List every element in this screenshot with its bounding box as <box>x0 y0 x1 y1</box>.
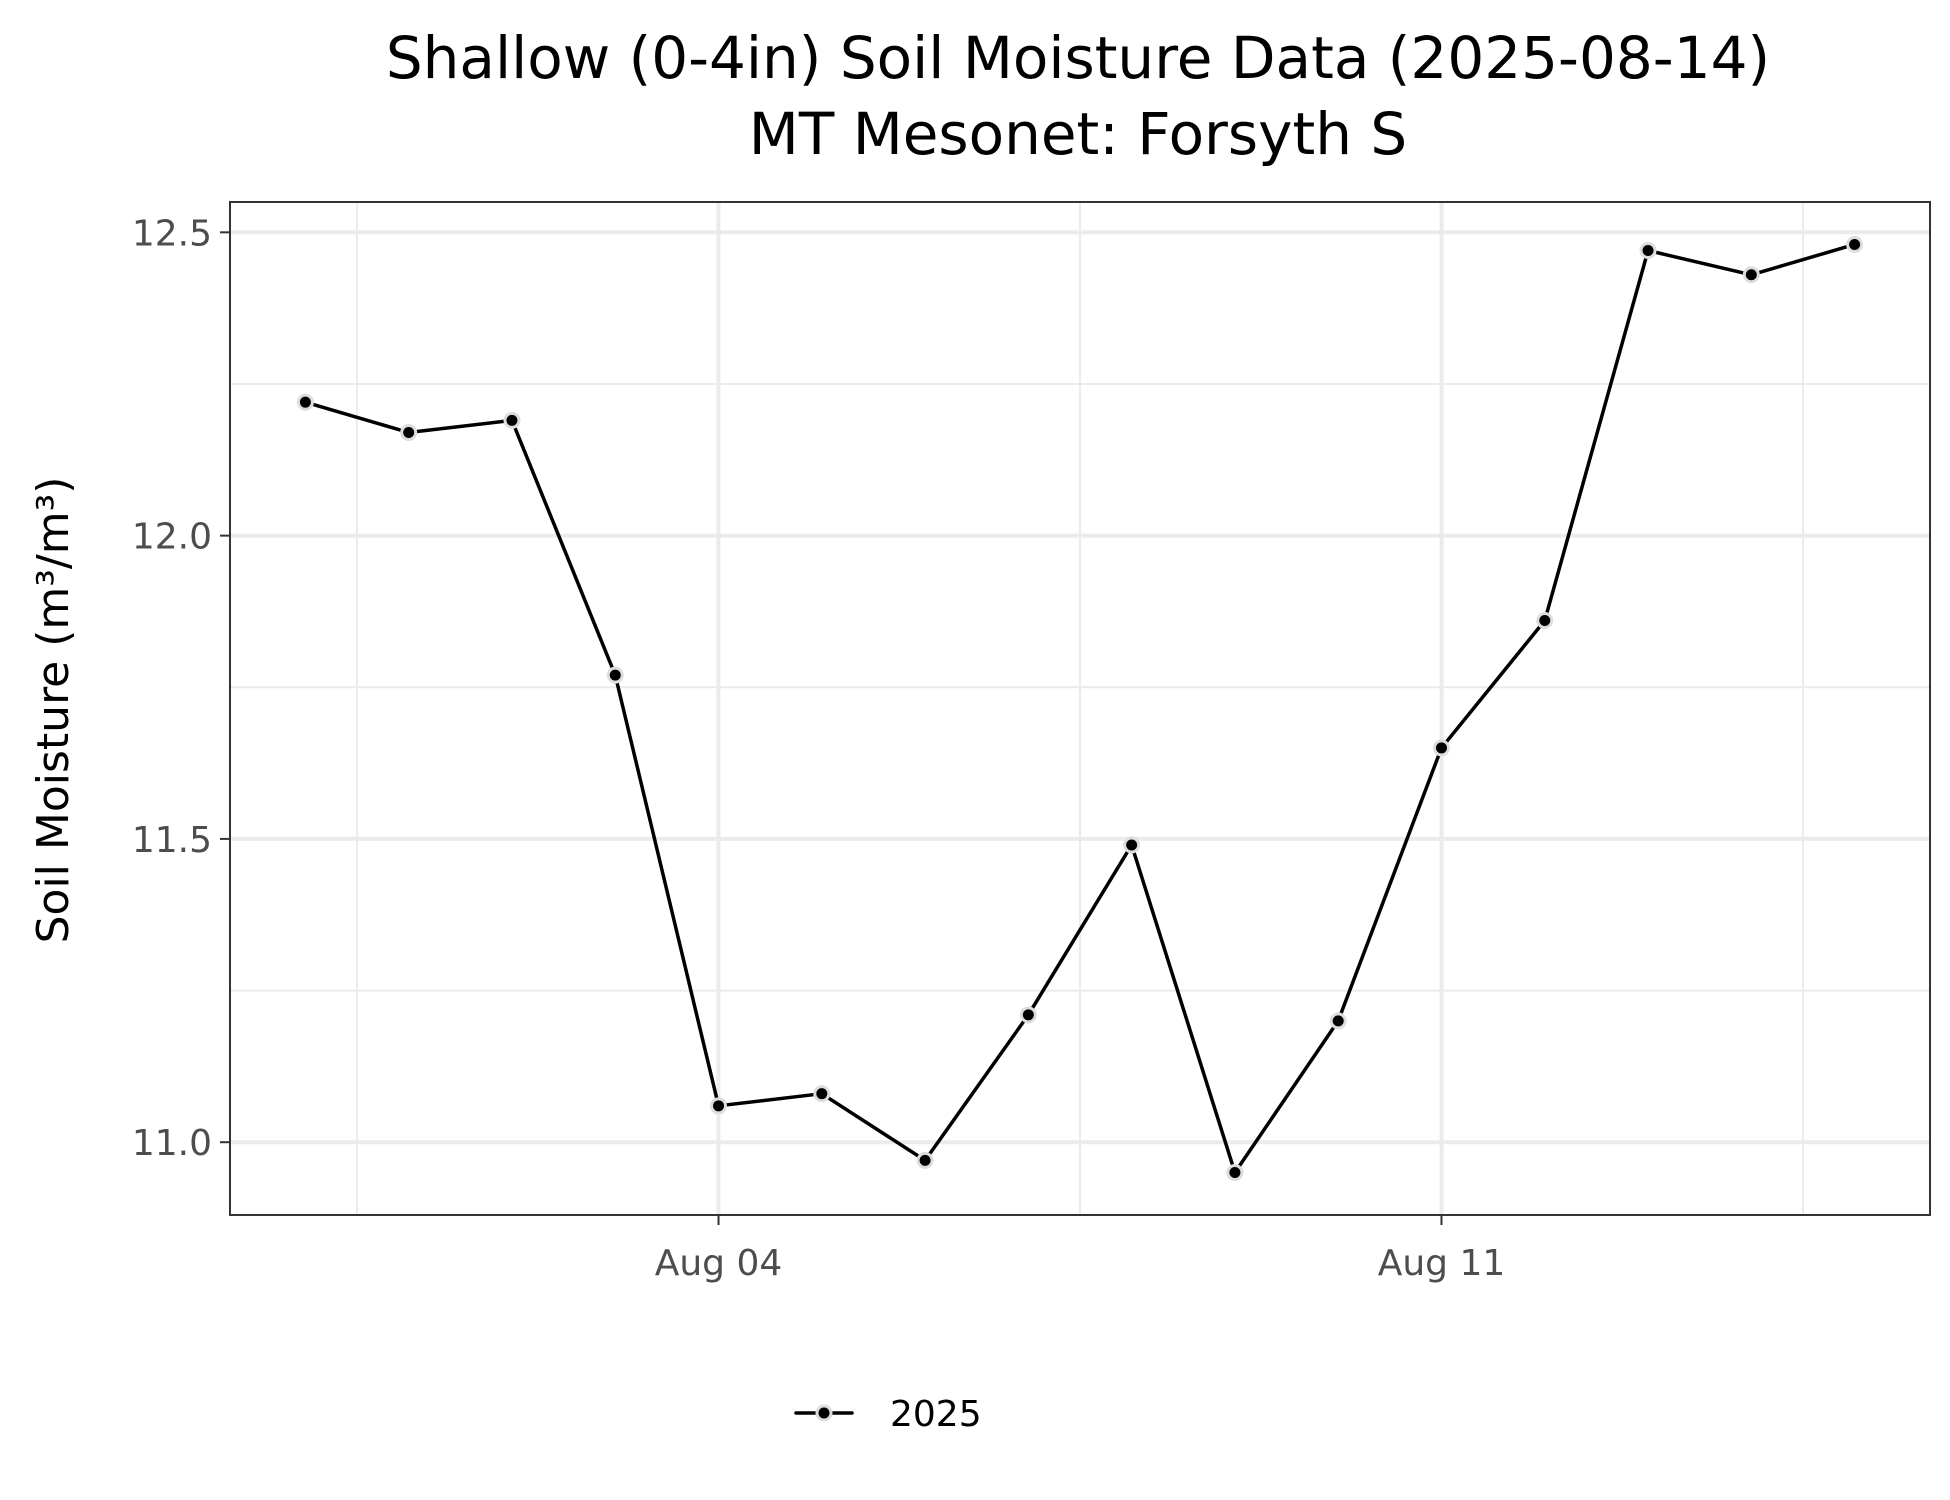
data-point <box>503 411 521 429</box>
data-point <box>710 1097 728 1115</box>
data-point <box>1329 1012 1347 1030</box>
data-point <box>1639 242 1657 260</box>
data-point <box>1846 235 1864 253</box>
data-point <box>1226 1164 1244 1182</box>
data-point <box>1742 266 1760 284</box>
y-tick-label: 11.0 <box>132 1123 212 1164</box>
chart-title: Shallow (0-4in) Soil Moisture Data (2025… <box>386 24 1770 92</box>
data-point <box>296 393 314 411</box>
data-point <box>400 424 418 442</box>
plot-panel <box>229 201 1931 1216</box>
data-point <box>813 1085 831 1103</box>
chart-subtitle: MT Mesonet: Forsyth S <box>749 100 1407 168</box>
data-point <box>916 1151 934 1169</box>
y-tick-label: 12.5 <box>132 213 212 254</box>
legend-point-swatch <box>815 1404 833 1422</box>
plot-border <box>229 201 1931 1216</box>
data-point <box>1019 1006 1037 1024</box>
series-line-2025 <box>303 242 1857 1175</box>
y-tick-label: 11.5 <box>132 820 212 861</box>
y-tick-label: 12.0 <box>132 517 212 558</box>
x-tick-label: Aug 04 <box>655 1243 783 1284</box>
x-tick-label: Aug 11 <box>1378 1243 1506 1284</box>
data-point <box>1432 739 1450 757</box>
legend-label-2025: 2025 <box>890 1394 982 1435</box>
data-point <box>1536 612 1554 630</box>
chart-legend: 2025 <box>794 1394 982 1435</box>
y-axis-title: Soil Moisture (m³/m³) <box>28 477 79 944</box>
data-point <box>606 666 624 684</box>
data-point <box>1123 836 1141 854</box>
